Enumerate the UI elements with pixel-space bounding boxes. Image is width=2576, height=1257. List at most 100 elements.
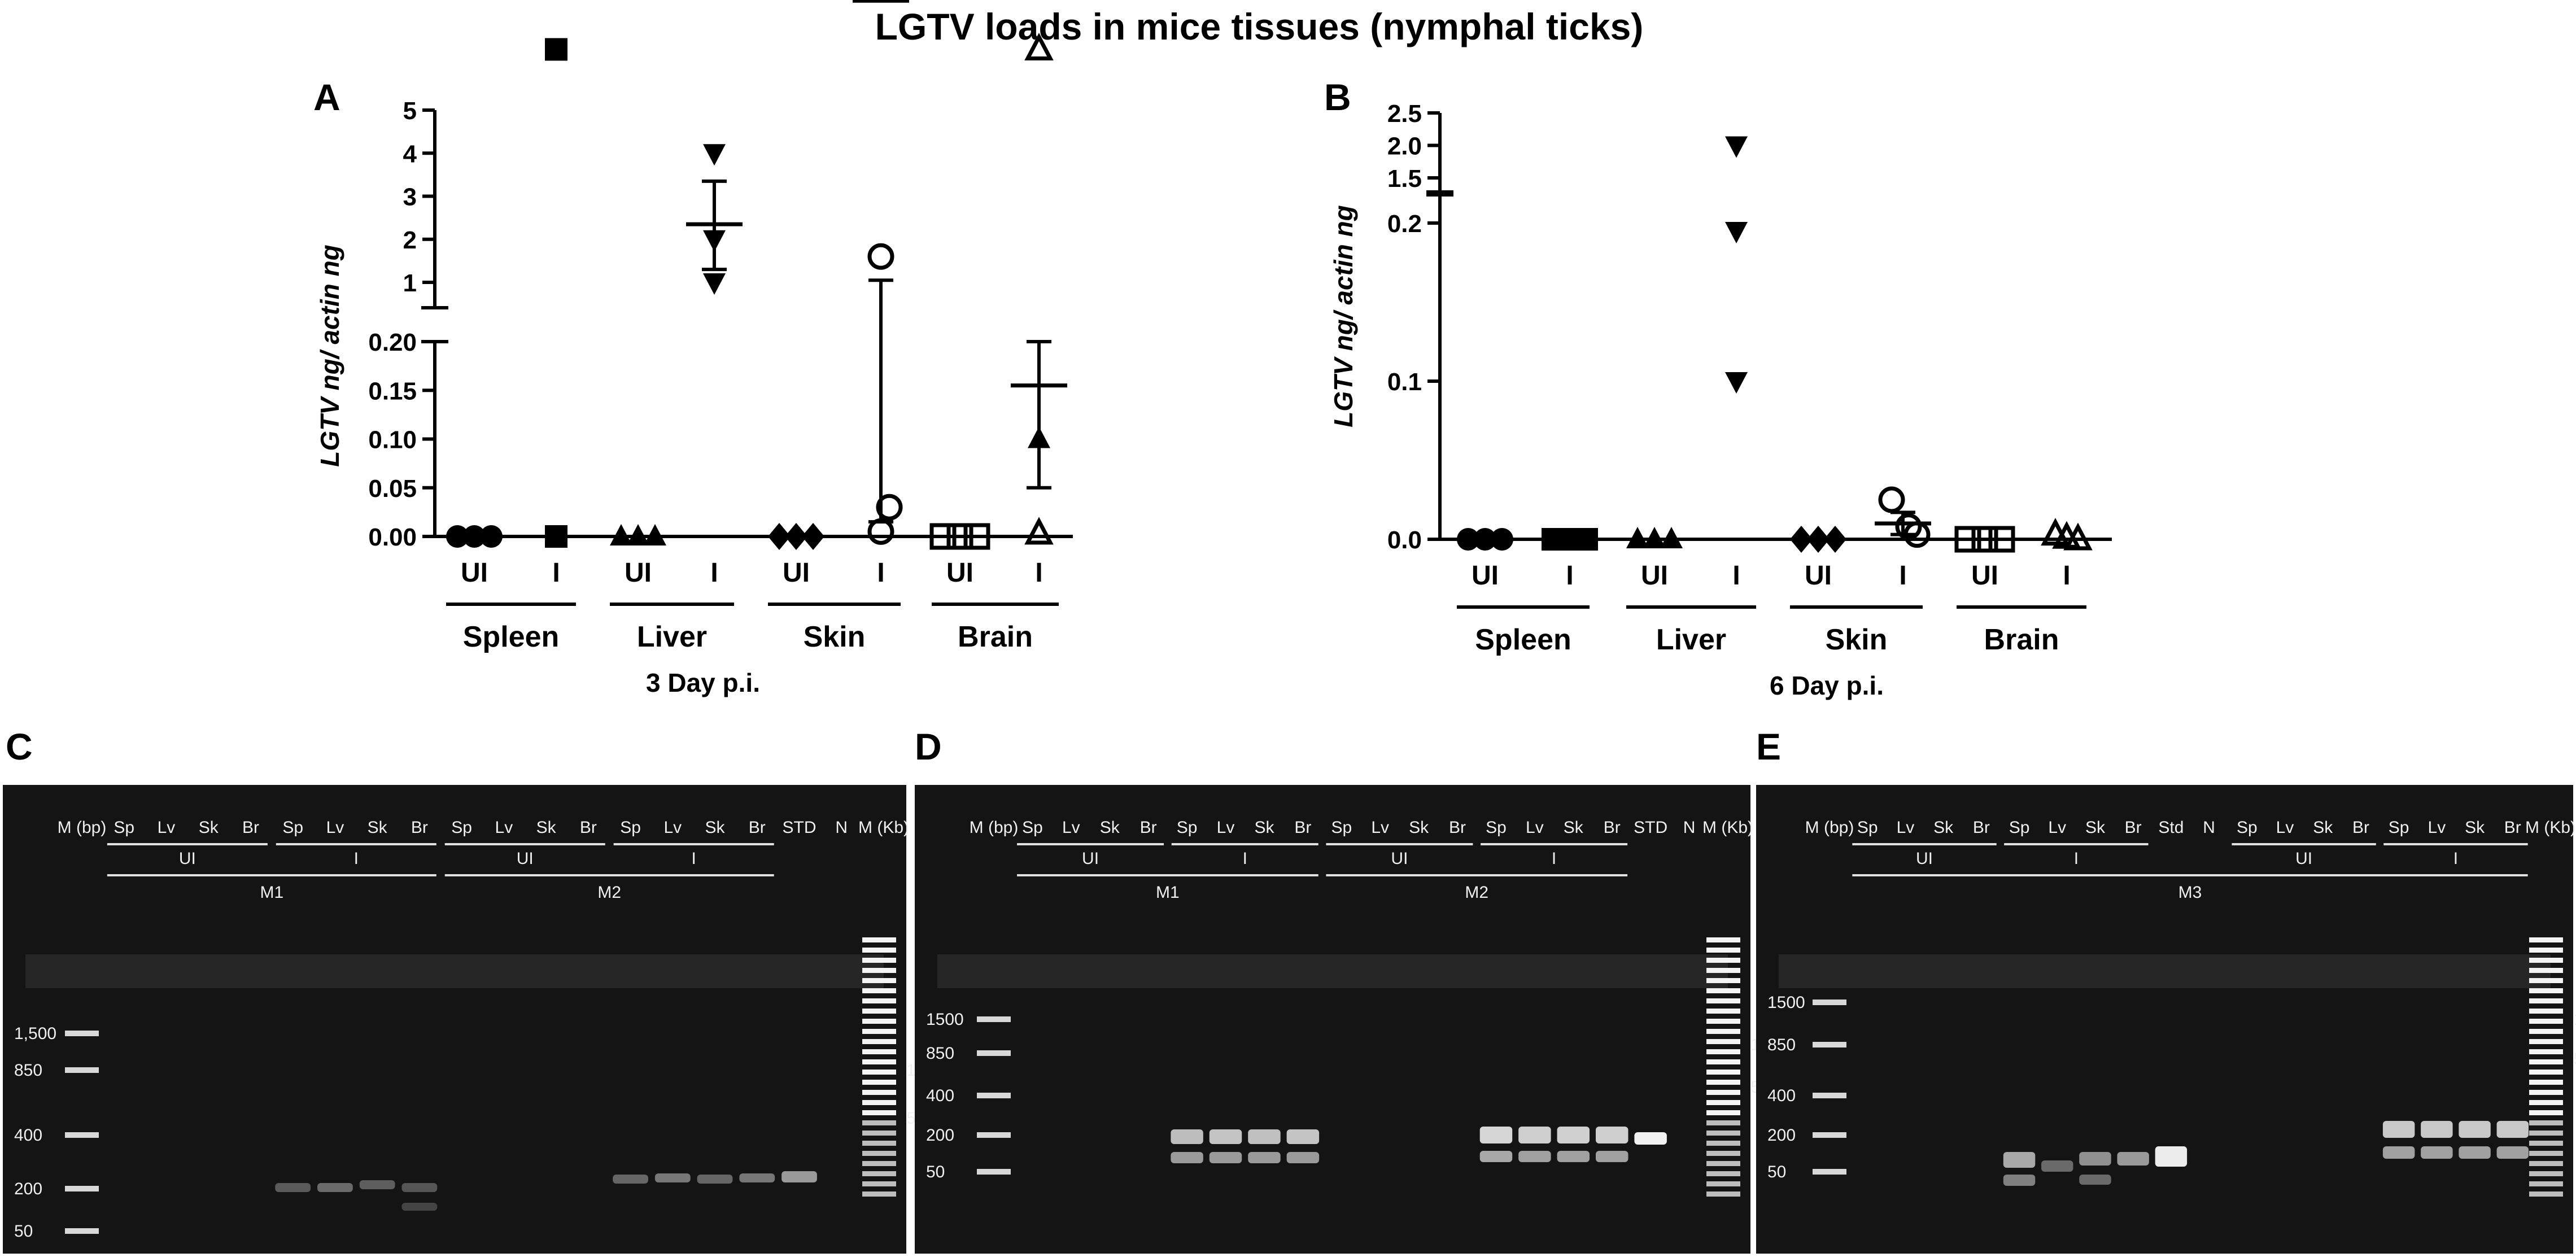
gel-band bbox=[1286, 1129, 1320, 1144]
gel-group-label: UI bbox=[2295, 849, 2312, 868]
panel-e-label: E bbox=[1756, 726, 1781, 767]
gel-ladder-band bbox=[862, 1131, 896, 1136]
gel-ladder-label: 50 bbox=[1767, 1163, 1786, 1181]
gel-ladder-band bbox=[1706, 1080, 1740, 1085]
panel-a-xsubtitle: 3 Day p.i. bbox=[646, 668, 760, 697]
gel-ladder-band bbox=[2529, 1131, 2563, 1136]
gel-ladder-label: 1500 bbox=[926, 1010, 964, 1029]
gel-ladder-band bbox=[862, 1019, 896, 1024]
gel-ladder-band bbox=[1706, 1039, 1740, 1044]
gel-ladder-band bbox=[862, 1070, 896, 1075]
gel-lane-label: N bbox=[835, 818, 848, 837]
data-point bbox=[463, 525, 486, 548]
data-point bbox=[876, 494, 903, 521]
y-tick-label: 0.1 bbox=[1387, 368, 1422, 396]
gel-band bbox=[654, 1173, 691, 1182]
gel-lane-label: Br bbox=[1973, 818, 1990, 837]
gel-ladder-band bbox=[1706, 1090, 1740, 1095]
data-point bbox=[1457, 528, 1479, 551]
gel-lane-label: Sk bbox=[2313, 818, 2333, 837]
gel-band bbox=[317, 1183, 353, 1192]
gel-ladder-label: 400 bbox=[926, 1086, 954, 1105]
gel-band bbox=[781, 1171, 817, 1182]
gel-ladder-band bbox=[862, 948, 896, 953]
gel-lane-label: Br bbox=[2352, 818, 2369, 837]
gel-band bbox=[1557, 1151, 1590, 1162]
gel-ladder-band bbox=[1706, 988, 1740, 993]
panel-a-upper-ticks: 1 2 3 4 5 bbox=[403, 97, 435, 297]
gel-lane-label: Sk bbox=[2465, 818, 2485, 837]
gel-lane-label: Lv bbox=[2428, 818, 2446, 837]
gel-lane-label: Lv bbox=[1371, 818, 1389, 837]
gel-ladder-band bbox=[862, 1009, 896, 1014]
y-tick-label: 0.2 bbox=[1387, 210, 1422, 238]
data-point bbox=[2063, 522, 2093, 551]
gel-ladder-band bbox=[65, 1031, 99, 1036]
panel-c-label: C bbox=[6, 726, 33, 767]
gel-ladder-band bbox=[862, 1141, 896, 1146]
panel-d-label: D bbox=[915, 726, 942, 767]
y-tick-label: 0.0 bbox=[1387, 526, 1422, 554]
gel-ladder-band bbox=[1706, 1161, 1740, 1166]
gel-lane-label: M (Kb) bbox=[858, 818, 909, 837]
gel-lane-label: M (bp) bbox=[1805, 818, 1854, 837]
tissue-label: Skin bbox=[1826, 623, 1888, 656]
gel-ladder-band bbox=[862, 1039, 896, 1044]
data-point bbox=[785, 523, 807, 550]
y-tick-label: 1.5 bbox=[1387, 165, 1422, 193]
gel-band bbox=[1209, 1129, 1242, 1144]
data-point bbox=[1971, 526, 1998, 553]
data-point bbox=[1878, 486, 1905, 513]
gel-smear bbox=[1779, 954, 2551, 988]
data-point bbox=[929, 523, 957, 550]
gel-lane-label: Lv bbox=[2276, 818, 2294, 837]
panel-a-xaxis: UI I UI I UI I UI I Spleen Liver Skin Brain bbox=[435, 535, 1073, 653]
gel-lane-label: Lv bbox=[495, 818, 513, 837]
gel-group-label: UI bbox=[517, 849, 534, 868]
gel-lane-label: Br bbox=[1294, 818, 1311, 837]
data-point bbox=[1643, 527, 1666, 548]
gel-ladder-label: 500 bbox=[2573, 1050, 2576, 1068]
y-tick-label: 3 bbox=[403, 184, 417, 211]
gel-ladder-band bbox=[977, 1050, 1011, 1056]
x-category-label: UI bbox=[783, 558, 810, 588]
gel-lane-label: Br bbox=[411, 818, 428, 837]
panel-b-points bbox=[1457, 136, 2093, 553]
gel-band bbox=[1596, 1151, 1628, 1162]
gel-ladder-label: 400 bbox=[14, 1126, 42, 1145]
y-tick-label: 4 bbox=[403, 140, 417, 168]
gel-lane-label: Sp bbox=[282, 818, 303, 837]
gel-ladder-band bbox=[2529, 978, 2563, 983]
data-point bbox=[703, 144, 726, 166]
gel-ladder-band bbox=[1706, 998, 1740, 1003]
gel-ladder-band bbox=[1813, 1169, 1846, 1175]
gel-ladder-band bbox=[2529, 1019, 2563, 1024]
gel-ladder-band bbox=[2529, 1080, 2563, 1085]
panel-b-ylabel: LGTV ng/ actin ng bbox=[1329, 205, 1358, 427]
data-point bbox=[1954, 526, 1981, 553]
gel-ladder-band bbox=[862, 1181, 896, 1186]
gel-lane-label: Lv bbox=[1526, 818, 1544, 837]
gel-band bbox=[2079, 1175, 2111, 1185]
gel-lane-label: Sp bbox=[451, 818, 472, 837]
panel-b-label: B bbox=[1324, 76, 1351, 118]
gel-group-label: UI bbox=[179, 849, 196, 868]
gel-ladder-band bbox=[2529, 1120, 2563, 1125]
panel-a-points bbox=[446, 0, 1067, 550]
gel-ladder-label: 850 bbox=[14, 1061, 42, 1080]
gel-lane-label: Sp bbox=[2237, 818, 2258, 837]
gel-ladder-band bbox=[1706, 1110, 1740, 1115]
gel-ladder-label: 200 bbox=[14, 1180, 42, 1198]
gel-lane-label: N bbox=[1683, 818, 1696, 837]
y-tick-label: 0.20 bbox=[368, 329, 417, 356]
y-tick-label: 2.0 bbox=[1387, 133, 1422, 160]
gel-band bbox=[2496, 1121, 2529, 1138]
gel-band bbox=[1518, 1127, 1551, 1143]
gel-ladder-band bbox=[2529, 1110, 2563, 1115]
data-point bbox=[1024, 517, 1054, 545]
gel-ladder-band bbox=[2529, 1151, 2563, 1156]
gel-ladder-band bbox=[977, 1093, 1011, 1098]
y-tick-label: 0.05 bbox=[368, 475, 417, 503]
gel-ladder-band bbox=[862, 1100, 896, 1105]
gel-ladder-band bbox=[1706, 1181, 1740, 1186]
